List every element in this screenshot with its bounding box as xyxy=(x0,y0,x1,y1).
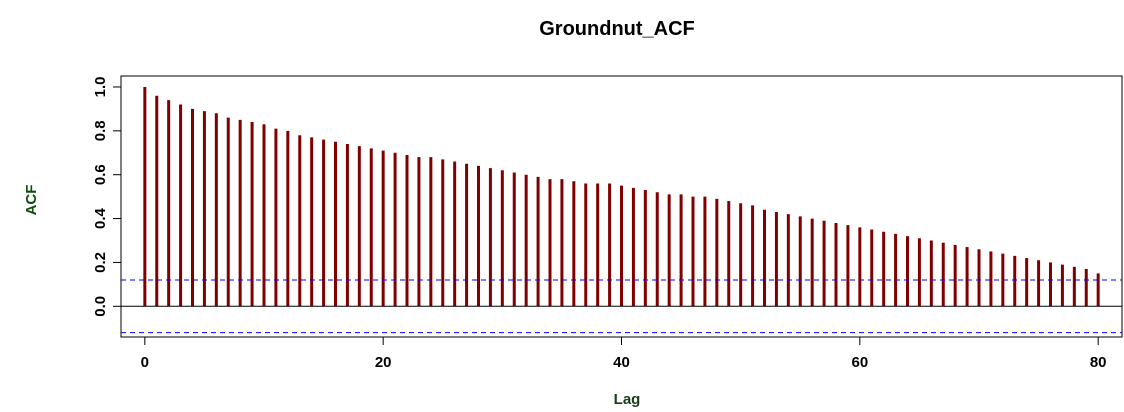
y-tick-label: 0.8 xyxy=(92,120,109,141)
y-tick-label: 1.0 xyxy=(92,77,109,98)
y-tick-label: 0.4 xyxy=(92,207,109,229)
y-tick-label: 0.2 xyxy=(92,252,109,273)
x-tick-label: 0 xyxy=(141,354,149,371)
x-axis-label: Lag xyxy=(614,391,641,408)
axes: 0 20 40 60 80 0.0 0.2 0.4 0.6 0.8 1.0 xyxy=(92,77,1122,371)
y-axis-label: ACF xyxy=(23,185,40,216)
x-tick-label: 60 xyxy=(851,354,868,371)
x-tick-label: 40 xyxy=(613,354,630,371)
acf-bars xyxy=(143,86,1100,307)
y-tick-label: 0.0 xyxy=(92,296,109,317)
x-tick-label: 80 xyxy=(1090,354,1107,371)
x-tick-label: 20 xyxy=(375,354,392,371)
chart-title: Groundnut_ACF xyxy=(539,18,695,40)
y-tick-label: 0.6 xyxy=(92,164,109,185)
